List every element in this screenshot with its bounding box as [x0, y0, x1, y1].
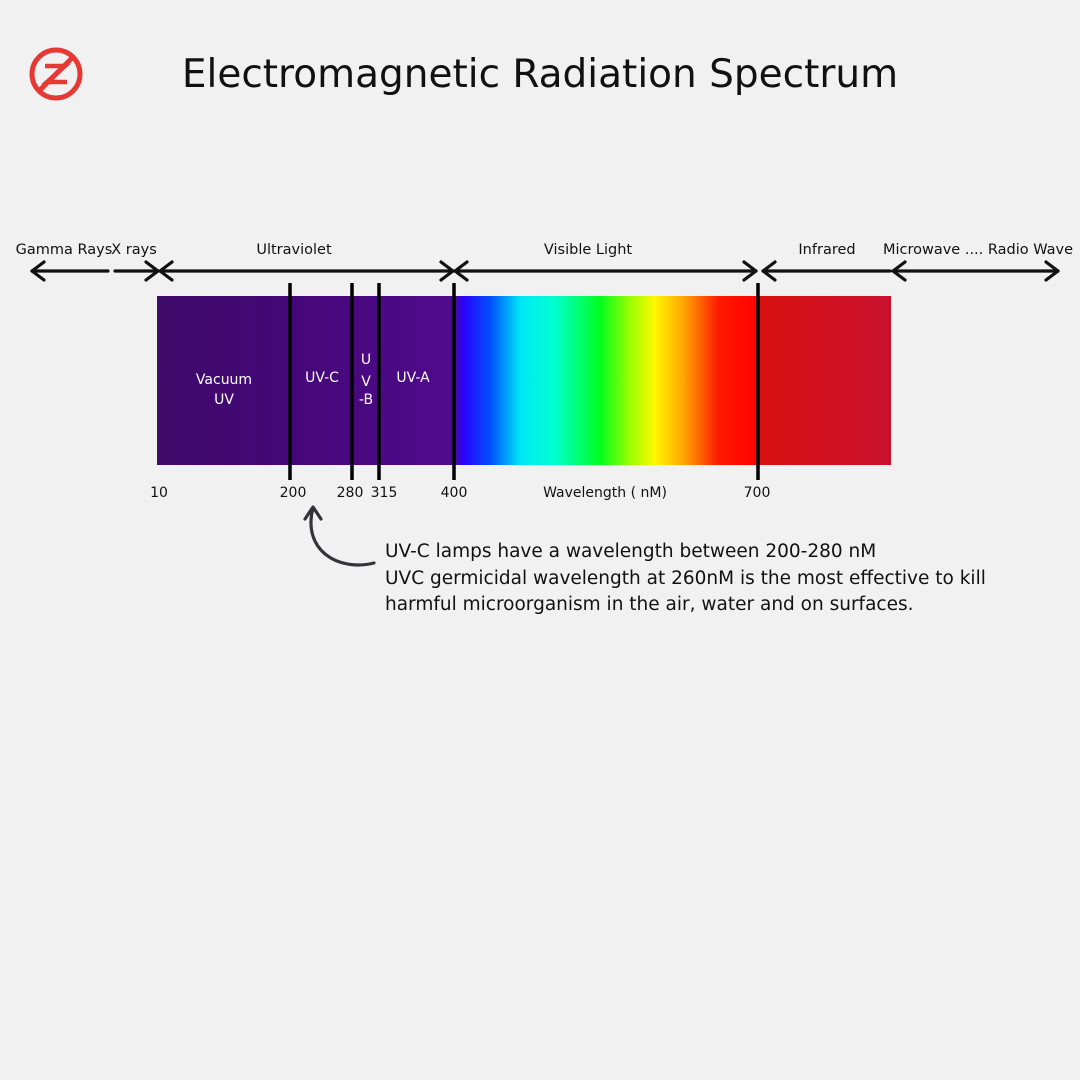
- curved-arrow-icon: [303, 505, 376, 567]
- region-label-gamma: Gamma Rays: [16, 242, 113, 258]
- no-entry-logo-icon: [29, 47, 83, 101]
- band-label-vacuum-uv-line2: UV: [214, 392, 234, 408]
- tick-label-280: 280: [337, 485, 364, 501]
- arrow-infrared: [761, 260, 892, 282]
- page-title: Electromagnetic Radiation Spectrum: [181, 52, 899, 97]
- note-line: UVC germicidal wavelength at 260nM is th…: [385, 567, 986, 589]
- band-label-uvb-line1: U: [361, 352, 371, 368]
- region-label-ultraviolet: Ultraviolet: [256, 242, 332, 258]
- region-label-infrared: Infrared: [798, 242, 855, 258]
- region-label-microwave: Microwave .... Radio Wave: [883, 242, 1073, 258]
- band-label-uvb-line2: V: [361, 374, 371, 390]
- axis-label-wavelength: Wavelength ( nM): [543, 485, 667, 501]
- band-label-uva: UV-A: [396, 370, 430, 386]
- band-label-vacuum-uv-line1: Vacuum: [196, 372, 252, 388]
- arrow-visible: [453, 260, 758, 282]
- arrow-microwave: [891, 260, 1060, 282]
- note-line: harmful microorganism in the air, water …: [385, 594, 914, 615]
- visible-band: [454, 296, 758, 465]
- arrow-xray: [113, 260, 160, 282]
- region-label-xray: X rays: [111, 242, 157, 258]
- tick-label-315: 315: [371, 485, 398, 501]
- tick-label-200: 200: [280, 485, 307, 501]
- infrared-band: [758, 296, 891, 465]
- arrow-ultraviolet: [158, 260, 455, 282]
- band-label-uvc: UV-C: [305, 370, 339, 386]
- tick-label-700: 700: [744, 485, 771, 501]
- note-line: UV-C lamps have a wavelength between 200…: [385, 541, 877, 562]
- tick-label-400: 400: [441, 485, 468, 501]
- region-label-visible: Visible Light: [544, 242, 632, 258]
- uv-band: [157, 296, 454, 465]
- arrow-gamma: [30, 260, 110, 282]
- uvc-note: UV-C lamps have a wavelength between 200…: [385, 539, 1065, 619]
- tick-label-10: 10: [150, 485, 168, 501]
- band-label-uvb-line3: -B: [359, 392, 373, 408]
